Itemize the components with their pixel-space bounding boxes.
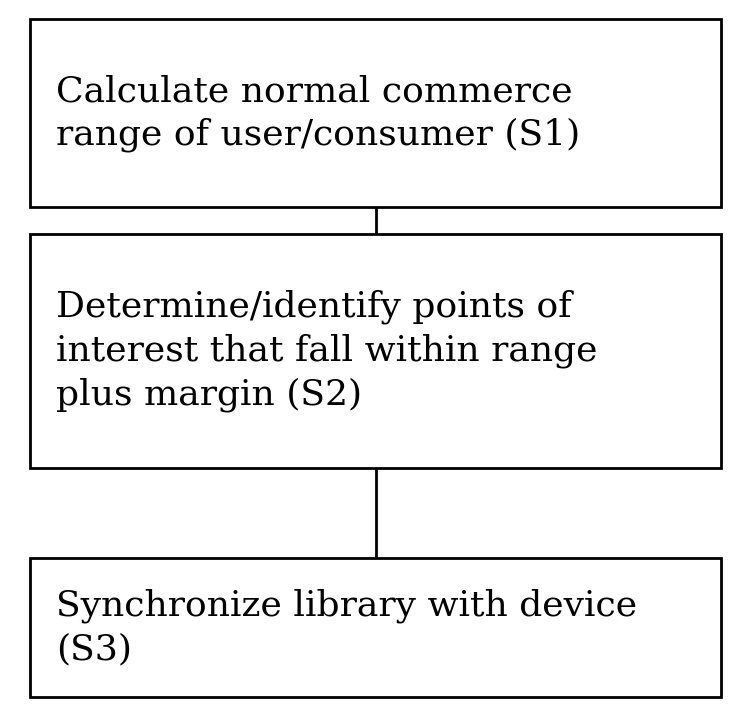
Text: Synchronize library with device
(S3): Synchronize library with device (S3)	[56, 588, 638, 666]
Text: Determine/identify points of
interest that fall within range
plus margin (S2): Determine/identify points of interest th…	[56, 290, 598, 412]
FancyBboxPatch shape	[30, 559, 721, 696]
FancyBboxPatch shape	[30, 19, 721, 207]
Text: Calculate normal commerce
range of user/consumer (S1): Calculate normal commerce range of user/…	[56, 74, 581, 152]
FancyBboxPatch shape	[30, 234, 721, 468]
